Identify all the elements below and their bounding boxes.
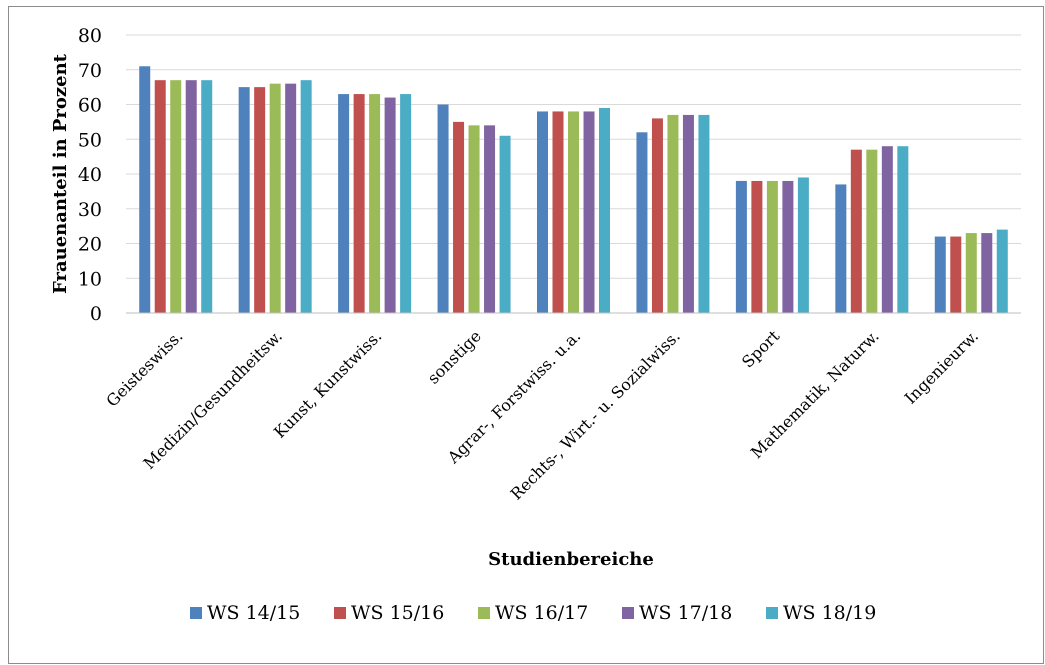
- bar: [400, 94, 412, 313]
- bar: [897, 146, 909, 313]
- bar: [981, 233, 993, 313]
- legend-swatch: [334, 607, 346, 619]
- bar: [484, 125, 496, 313]
- bar: [369, 94, 381, 313]
- x-tick-label: Kunst, Kunstwiss.: [270, 326, 385, 441]
- bar: [201, 80, 213, 313]
- x-tick-label: Geisteswiss.: [102, 326, 186, 410]
- bar: [537, 111, 548, 313]
- bar: [599, 107, 610, 313]
- y-tick-label: 50: [78, 129, 102, 151]
- y-tick-label: 30: [78, 199, 102, 221]
- bar: [170, 80, 182, 313]
- legend: WS 14/15 WS 15/16 WS 16/17 WS 17/18 WS 18/19: [190, 602, 876, 624]
- bar: [950, 236, 962, 313]
- bar: [866, 149, 878, 313]
- y-tick-label: 60: [78, 95, 102, 117]
- bar: [835, 184, 847, 313]
- legend-label: WS 16/17: [495, 602, 588, 624]
- bars: [139, 66, 1008, 314]
- legend-swatch: [766, 607, 778, 619]
- legend-label: WS 15/16: [351, 602, 444, 624]
- bar: [300, 80, 312, 313]
- x-tick-label: sonstige: [424, 326, 485, 387]
- y-axis-title: Frauenanteil in Prozent: [50, 53, 71, 294]
- legend-swatch: [622, 607, 634, 619]
- bar: [766, 180, 778, 313]
- bar: [154, 80, 166, 313]
- bar: [735, 180, 747, 313]
- bar: [751, 180, 763, 313]
- bar: [797, 177, 809, 313]
- y-tick-label: 40: [78, 164, 102, 186]
- bar: [269, 83, 281, 314]
- bar: [185, 80, 197, 313]
- x-tick-label: Rechts-, Wirt.- u. Sozialwiss.: [507, 326, 684, 503]
- bar: [453, 121, 465, 313]
- bar: [139, 66, 151, 314]
- bar: [965, 233, 977, 313]
- bar: [384, 97, 396, 313]
- x-axis-ticks: Geisteswiss.Medizin/Gesundheitsw.Kunst, …: [102, 326, 982, 504]
- y-tick-label: 10: [78, 268, 102, 290]
- y-tick-label: 70: [78, 60, 102, 82]
- bar: [782, 180, 794, 313]
- bar: [338, 94, 350, 313]
- bar: [651, 118, 663, 314]
- bar: [583, 111, 595, 313]
- legend-swatch: [478, 607, 490, 619]
- bar: [468, 125, 480, 313]
- bar: [996, 229, 1008, 313]
- bar: [499, 135, 511, 313]
- y-tick-label: 80: [78, 25, 102, 47]
- legend-label: WS 18/19: [783, 602, 876, 624]
- x-axis-title: Studienbereiche: [488, 549, 654, 570]
- y-axis-ticks: 0 10 20 30 40 50 60 70 80: [78, 25, 102, 325]
- bar: [934, 236, 946, 313]
- bar: [682, 114, 694, 313]
- bar: [552, 111, 564, 313]
- bar: [285, 83, 297, 314]
- y-tick-label: 20: [78, 234, 102, 256]
- legend-swatch: [190, 607, 202, 619]
- bar: [353, 94, 365, 313]
- bar: [254, 87, 266, 313]
- bar: [636, 132, 648, 313]
- bar: [238, 87, 250, 313]
- bar: [437, 104, 449, 313]
- legend-label: WS 17/18: [639, 602, 732, 624]
- x-tick-label: Ingenieurw.: [901, 326, 982, 407]
- bar: [698, 114, 710, 313]
- x-tick-label: Sport: [738, 326, 784, 372]
- bar: [850, 149, 862, 313]
- legend-label: WS 14/15: [207, 602, 300, 624]
- bar: [667, 114, 679, 313]
- bar: [568, 111, 579, 313]
- y-tick-label: 0: [90, 303, 102, 325]
- bar: [881, 146, 893, 313]
